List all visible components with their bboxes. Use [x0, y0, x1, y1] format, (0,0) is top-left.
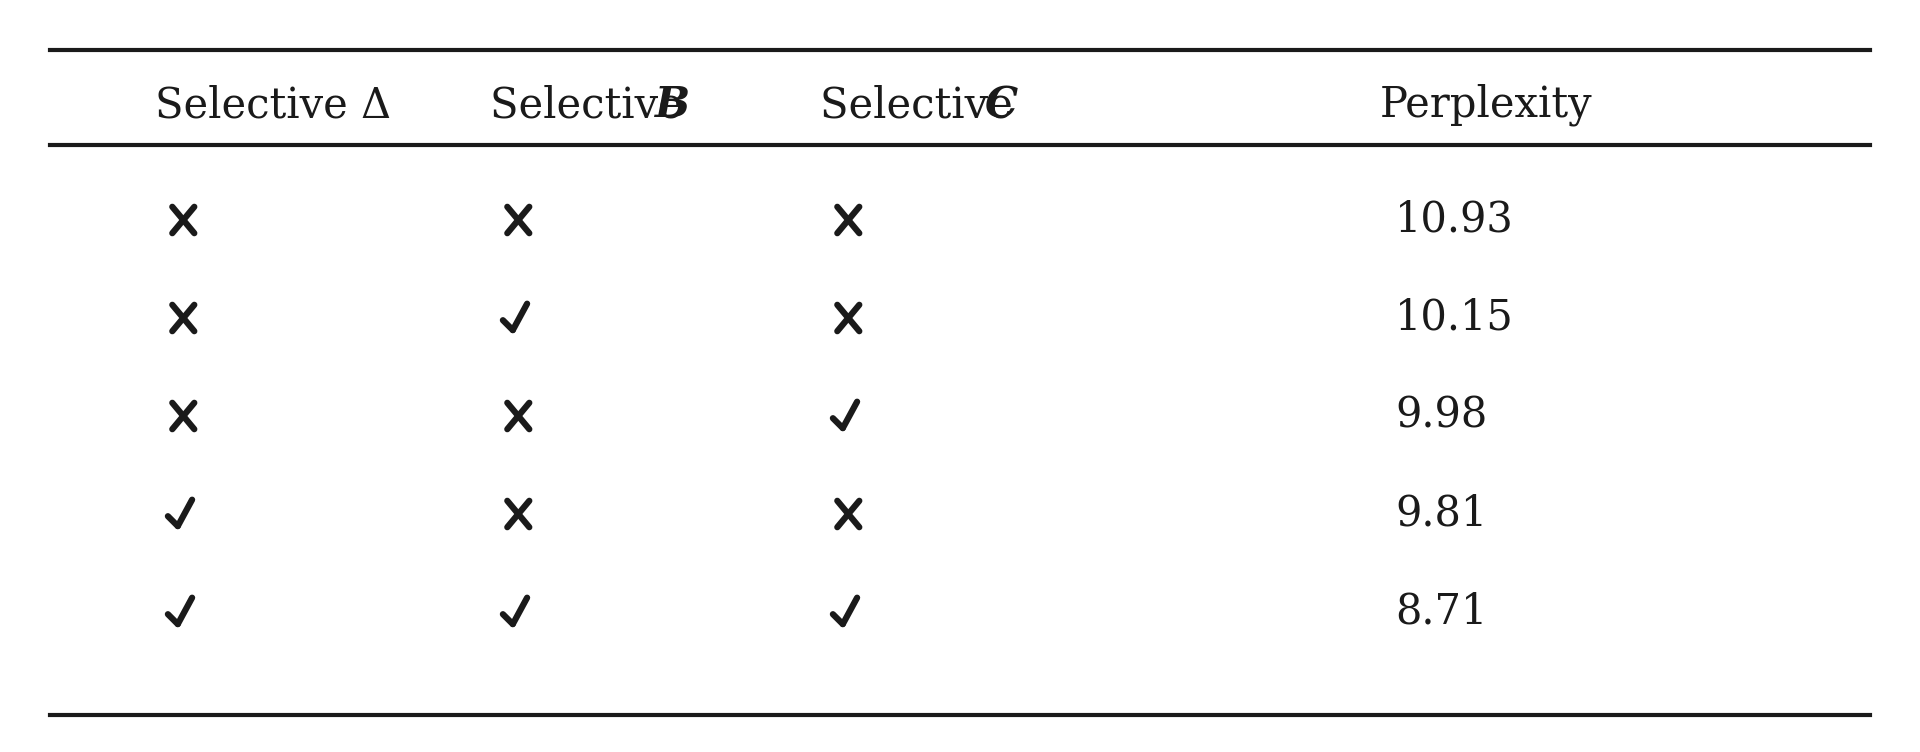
Text: 10.93: 10.93: [1396, 199, 1513, 241]
Text: Selective: Selective: [490, 84, 695, 126]
Text: C: C: [985, 84, 1018, 126]
Text: Perplexity: Perplexity: [1380, 83, 1592, 126]
Text: 8.71: 8.71: [1396, 591, 1488, 633]
Text: Selective Δ: Selective Δ: [156, 84, 392, 126]
Text: 10.15: 10.15: [1396, 297, 1513, 339]
Text: 9.81: 9.81: [1396, 493, 1488, 535]
Text: 9.98: 9.98: [1396, 395, 1488, 437]
Text: Selective: Selective: [820, 84, 1025, 126]
Text: B: B: [655, 84, 689, 126]
